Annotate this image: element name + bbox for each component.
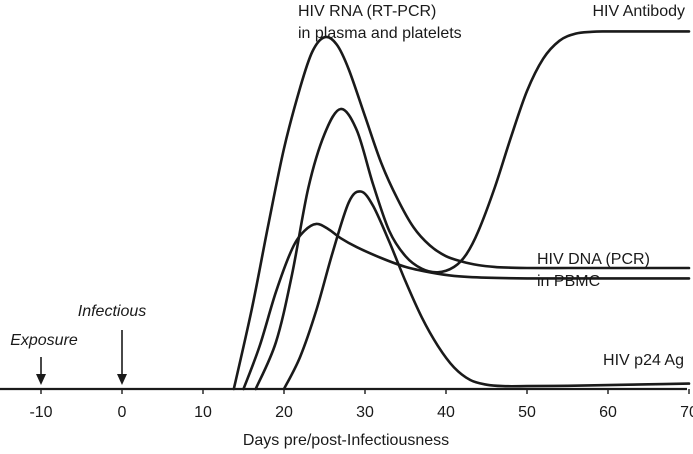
x-axis-tick-labels: -10 0 10 20 30 40 50 60 70 <box>29 404 693 421</box>
series-label-hiv-antibody: HIV Antibody <box>593 3 686 20</box>
x-tick-label: 0 <box>118 404 127 421</box>
annotation-arrow-head <box>36 374 46 385</box>
x-axis-title: Days pre/post-Infectiousness <box>243 432 449 449</box>
series-label-hiv-rna-rt-pcr: HIV RNA (RT-PCR) <box>298 3 436 20</box>
x-axis-ticks <box>40 389 690 394</box>
series-labels: HIV RNA (RT-PCR) in plasma and platelets H… <box>298 3 685 369</box>
series-line-hiv-antibody <box>254 30 691 391</box>
series-curves <box>232 30 691 391</box>
series-label-hiv-dna-pcr: in PBMC <box>537 273 600 290</box>
series-line-hiv-rna-rt-pcr <box>232 35 691 391</box>
annotation-arrow-head <box>117 374 127 385</box>
x-tick-label: -10 <box>29 404 52 421</box>
x-tick-label: 40 <box>437 404 455 421</box>
series-label-hiv-dna-pcr: HIV DNA (PCR) <box>537 251 650 268</box>
series-label-hiv-rna-rt-pcr: in plasma and platelets <box>298 25 462 42</box>
x-tick-label: 50 <box>518 404 536 421</box>
annotation-exposure: Exposure <box>10 332 78 349</box>
x-tick-label: 60 <box>599 404 617 421</box>
x-tick-label: 20 <box>275 404 293 421</box>
x-tick-label: 30 <box>356 404 374 421</box>
series-line-hiv-dna-pcr <box>242 222 691 391</box>
series-label-hiv-p24-ag: HIV p24 Ag <box>603 352 684 369</box>
x-tick-label: 10 <box>194 404 212 421</box>
annotation-infectious: Infectious <box>78 303 146 320</box>
series-line-hiv-p24-ag <box>282 190 691 391</box>
x-tick-label: 70 <box>680 404 693 421</box>
